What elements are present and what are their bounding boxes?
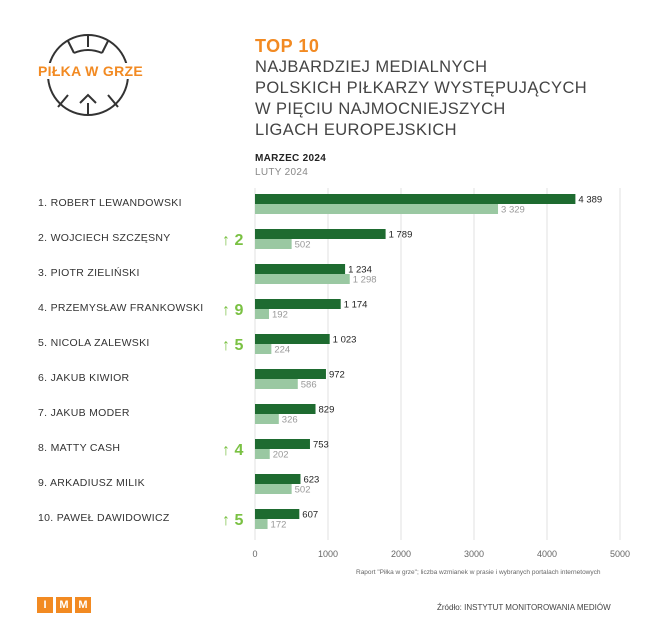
- bar-previous: [255, 344, 272, 354]
- x-tick-label: 2000: [391, 549, 411, 559]
- bar-current: [255, 404, 316, 414]
- category-label: 5. NICOLA ZALEWSKI: [38, 337, 150, 349]
- data-label-current: 1 234: [348, 265, 372, 276]
- data-label-previous: 586: [301, 380, 317, 391]
- bar-current: [255, 229, 386, 239]
- bar-previous: [255, 309, 270, 319]
- rank-change-label: ↑ 2: [222, 232, 243, 249]
- imm-letter-i: I: [37, 597, 53, 613]
- bar-current: [255, 299, 341, 309]
- data-label-current: 4 389: [578, 195, 602, 206]
- data-label-current: 753: [313, 440, 329, 451]
- source-note: Źródło: INSTYTUT MONITOROWANIA MEDIÓW: [437, 603, 611, 612]
- title-line-3: W PIĘCIU NAJMOCNIEJSZYCH: [255, 100, 506, 118]
- category-label: 6. JAKUB KIWIOR: [38, 372, 130, 384]
- data-label-previous: 224: [274, 345, 290, 356]
- chart-header: TOP 10 NAJBARDZIEJ MEDIALNYCH POLSKICH P…: [255, 36, 587, 141]
- data-label-previous: 192: [272, 310, 288, 321]
- data-label-previous: 202: [273, 450, 289, 461]
- imm-logo: I M M: [37, 597, 91, 613]
- bar-previous: [255, 204, 499, 214]
- data-label-current: 623: [303, 475, 319, 486]
- category-label: 10. PAWEŁ DAWIDOWICZ: [38, 512, 170, 524]
- x-tick-label: 4000: [537, 549, 557, 559]
- legend-previous: LUTY 2024: [255, 167, 309, 178]
- data-label-previous: 3 329: [501, 205, 525, 216]
- rank-change-label: ↑ 5: [222, 512, 243, 529]
- category-label: 2. WOJCIECH SZCZĘSNY: [38, 232, 171, 244]
- bar-current: [255, 439, 310, 449]
- data-label-current: 972: [329, 370, 345, 381]
- title-line-2: POLSKICH PIŁKARZY WYSTĘPUJĄCYCH: [255, 79, 588, 97]
- rank-change-label: ↑ 4: [222, 442, 243, 459]
- bar-current: [255, 334, 330, 344]
- category-label: 1. ROBERT LEWANDOWSKI: [38, 197, 182, 209]
- bar-previous: [255, 519, 268, 529]
- x-tick-label: 1000: [318, 549, 338, 559]
- report-note: Raport "Piłka w grze"; liczba wzmianek w…: [356, 569, 601, 576]
- x-tick-label: 0: [252, 549, 257, 559]
- legend-current: MARZEC 2024: [255, 153, 327, 164]
- data-label-current: 1 789: [389, 230, 413, 241]
- category-label: 8. MATTY CASH: [38, 442, 120, 454]
- top10-label: TOP 10: [255, 36, 320, 56]
- data-label-current: 829: [319, 405, 335, 416]
- imm-letter-m1: M: [56, 597, 72, 613]
- bar-current: [255, 474, 301, 484]
- bar-previous: [255, 239, 292, 249]
- imm-letter-m2: M: [75, 597, 91, 613]
- bar-current: [255, 264, 346, 274]
- rank-change-label: ↑ 5: [222, 337, 243, 354]
- category-label: 9. ARKADIUSZ MILIK: [38, 477, 145, 489]
- bar-current: [255, 194, 576, 204]
- bar-current: [255, 509, 300, 519]
- data-label-previous: 172: [271, 520, 287, 531]
- data-label-previous: 1 298: [353, 275, 377, 286]
- x-tick-label: 3000: [464, 549, 484, 559]
- data-label-current: 607: [302, 510, 318, 521]
- title-line-4: LIGACH EUROPEJSKICH: [255, 121, 457, 139]
- bar-current: [255, 369, 326, 379]
- data-label-current: 1 174: [344, 300, 368, 311]
- bar-previous: [255, 484, 292, 494]
- category-label: 7. JAKUB MODER: [38, 407, 130, 419]
- category-label: 3. PIOTR ZIELIŃSKI: [38, 266, 140, 279]
- bar-previous: [255, 379, 298, 389]
- category-label: 4. PRZEMYSŁAW FRANKOWSKI: [38, 302, 204, 314]
- data-label-previous: 502: [295, 485, 311, 496]
- data-label-current: 1 023: [333, 335, 357, 346]
- bar-previous: [255, 414, 279, 424]
- data-label-previous: 326: [282, 415, 298, 426]
- data-label-previous: 502: [295, 240, 311, 251]
- x-tick-label: 5000: [610, 549, 630, 559]
- bar-previous: [255, 449, 270, 459]
- rank-change-label: ↑ 9: [222, 302, 243, 319]
- bar-previous: [255, 274, 350, 284]
- logo-text: PIŁKA W GRZE: [36, 63, 145, 79]
- title-line-1: NAJBARDZIEJ MEDIALNYCH: [255, 58, 488, 76]
